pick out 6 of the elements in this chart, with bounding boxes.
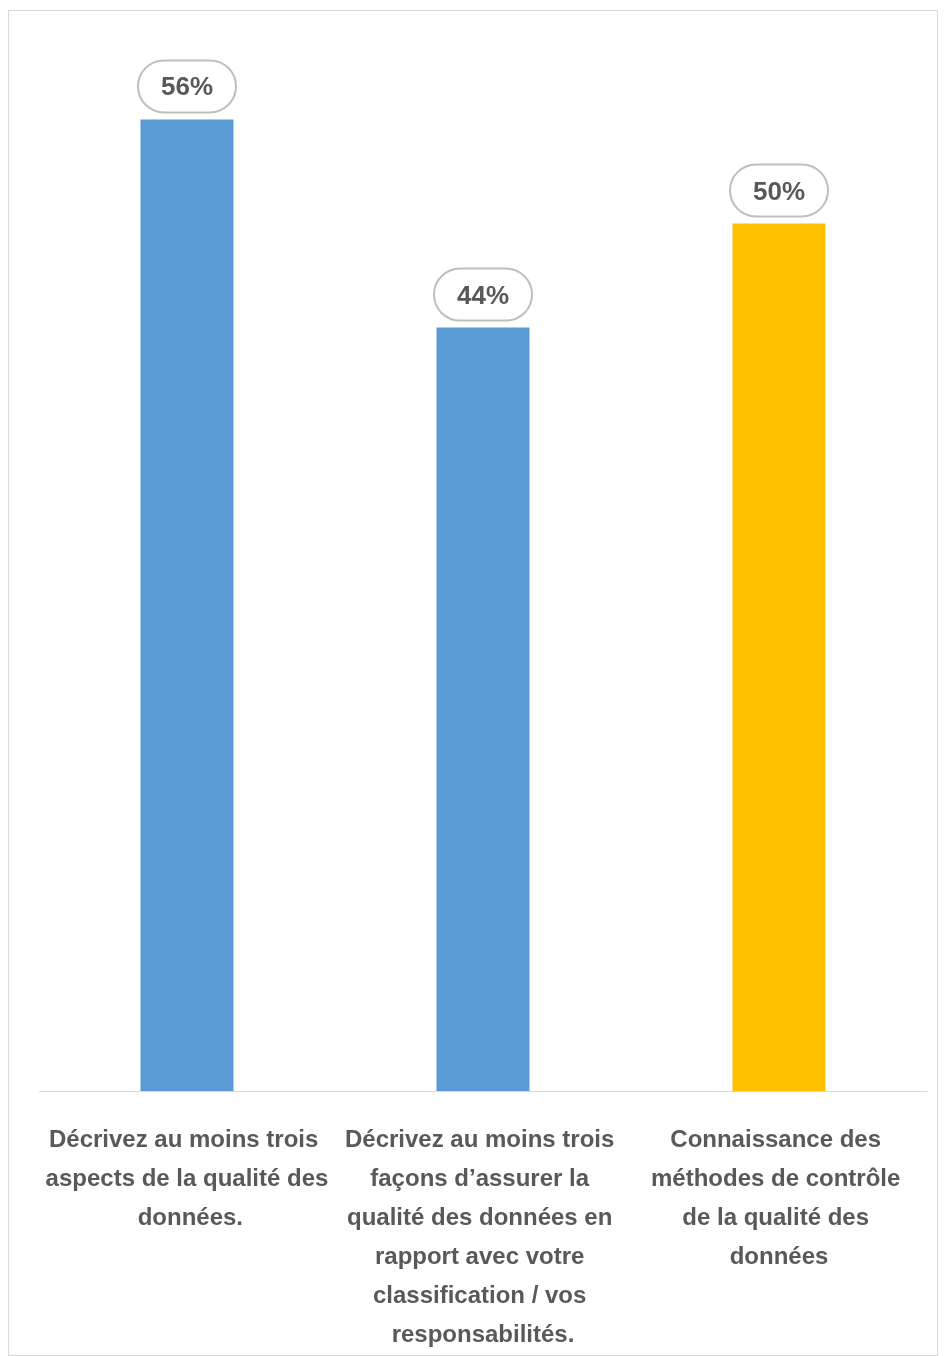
data-label: 44%	[456, 279, 510, 310]
x-tick-label: Décrivez au moins trois aspects de la qualité des données.	[45, 1125, 329, 1230]
x-tick-label: Connaissance des méthodes de contrôle de la qualité des données	[650, 1125, 908, 1269]
data-label: 50%	[752, 175, 806, 206]
x-tick-label: Décrivez au moins trois façons d’assurer la qualité des données en rapport avec votre classification / vos responsabilités.	[344, 1125, 622, 1347]
data-label: 56%	[160, 71, 214, 102]
